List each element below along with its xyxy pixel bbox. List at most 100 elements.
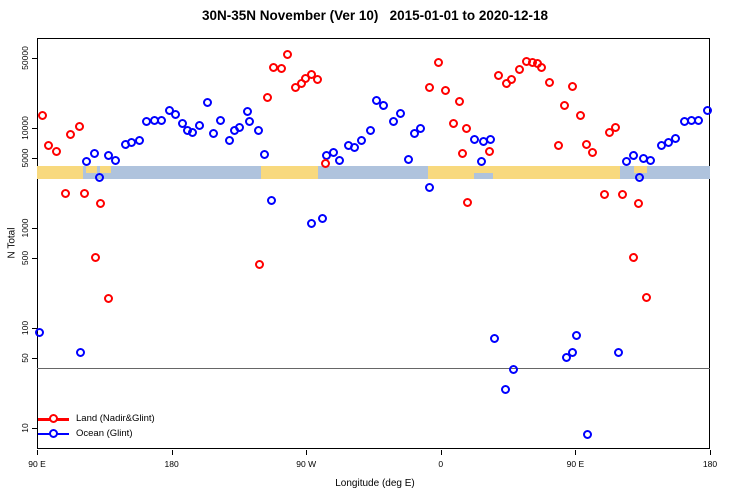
y-axis-title: N Total [6, 227, 18, 259]
ocean-point [613, 347, 623, 357]
ocean-point [126, 138, 136, 148]
land-point [604, 127, 614, 137]
x-tick-label: 0 [438, 459, 444, 469]
legend-circle-marker [49, 428, 58, 438]
x-tick [306, 450, 308, 455]
land-point [588, 148, 598, 158]
y-tick [32, 328, 37, 330]
land-point [463, 197, 473, 207]
legend-item-land: Land (Nadir&Glint) [38, 412, 238, 427]
land-point [37, 111, 47, 121]
legend-label: Ocean (Glint) [76, 427, 133, 439]
ocean-point [366, 126, 376, 136]
land-point [575, 110, 585, 120]
chart-title: 30N-35N November (Ver 10) 2015-01-01 to … [202, 8, 548, 23]
ocean-point [216, 116, 226, 126]
land-point [628, 252, 638, 262]
ocean-segment [473, 172, 494, 180]
ocean-point [500, 385, 510, 395]
x-tick-label: 180 [164, 459, 179, 469]
x-tick-label: 180 [702, 459, 718, 469]
land-point [255, 259, 265, 269]
ocean-point [378, 100, 388, 110]
land-point [599, 189, 609, 199]
land-point [425, 82, 435, 92]
land-point [507, 74, 517, 84]
ocean-point [646, 156, 656, 166]
ocean-point [306, 219, 316, 229]
ocean-point [208, 128, 218, 138]
land-point [441, 86, 451, 96]
x-tick [171, 450, 173, 455]
land-point [559, 101, 569, 111]
ocean-point [582, 430, 592, 440]
land-point [80, 189, 90, 199]
ocean-point [634, 172, 644, 182]
y-tick-label: 100 [20, 321, 30, 336]
reference-line [37, 367, 710, 369]
ocean-point [317, 213, 327, 223]
land-point [633, 199, 643, 209]
legend: Land (Nadir&Glint) Ocean (Glint) [38, 412, 238, 441]
ocean-point [509, 365, 519, 375]
land-segment [633, 166, 648, 173]
land-point [61, 189, 71, 199]
x-tick-label: 90 W [296, 459, 317, 469]
land-point [454, 97, 464, 107]
land-point [321, 158, 331, 168]
plot-area [37, 38, 710, 449]
land-point [618, 190, 628, 200]
land-point [581, 140, 591, 150]
land-point [448, 119, 458, 129]
land-point [52, 147, 62, 157]
land-point [44, 141, 54, 151]
ocean-point [253, 126, 263, 136]
land-point [283, 50, 293, 60]
ocean-point [694, 116, 704, 126]
y-tick-label: 500 [20, 251, 30, 266]
y-tick [32, 58, 37, 60]
ocean-point [477, 157, 487, 167]
y-tick [32, 158, 37, 160]
legend-circle-marker [49, 414, 58, 424]
ocean-point [628, 150, 638, 160]
y-tick-label: 10000 [20, 116, 30, 140]
ocean-point [395, 109, 405, 119]
land-segment [85, 166, 97, 173]
ocean-point [424, 183, 434, 193]
ocean-point [177, 119, 187, 129]
ocean-point [75, 347, 85, 357]
y-tick-label: 50000 [20, 46, 30, 70]
y-tick [32, 228, 37, 230]
ocean-point [372, 96, 382, 106]
ocean-point [266, 196, 276, 206]
y-tick [32, 258, 37, 260]
ocean-point [170, 110, 180, 120]
land-point [484, 147, 494, 157]
ocean-point [568, 348, 578, 358]
land-segment [99, 166, 112, 173]
y-tick-label: 1000 [20, 218, 30, 238]
legend-label: Land (Nadir&Glint) [76, 413, 155, 424]
ocean-point [670, 134, 680, 144]
y-tick-label: 5000 [20, 148, 30, 168]
land-point [457, 149, 467, 159]
ocean-point [621, 156, 631, 166]
land-point [91, 252, 101, 262]
y-tick [32, 128, 37, 130]
land-point [95, 199, 105, 209]
ocean-point [245, 117, 255, 127]
land-segment [428, 166, 621, 180]
y-tick [32, 358, 37, 360]
x-tick-label: 90 E [566, 459, 585, 469]
ocean-point [357, 136, 367, 146]
land-point [306, 69, 316, 79]
ocean-point [104, 151, 114, 161]
land-point [610, 122, 620, 132]
y-tick-label: 10 [20, 423, 30, 433]
land-point [641, 292, 651, 302]
land-point [75, 122, 85, 132]
ocean-point [81, 156, 91, 166]
land-point [514, 65, 524, 75]
